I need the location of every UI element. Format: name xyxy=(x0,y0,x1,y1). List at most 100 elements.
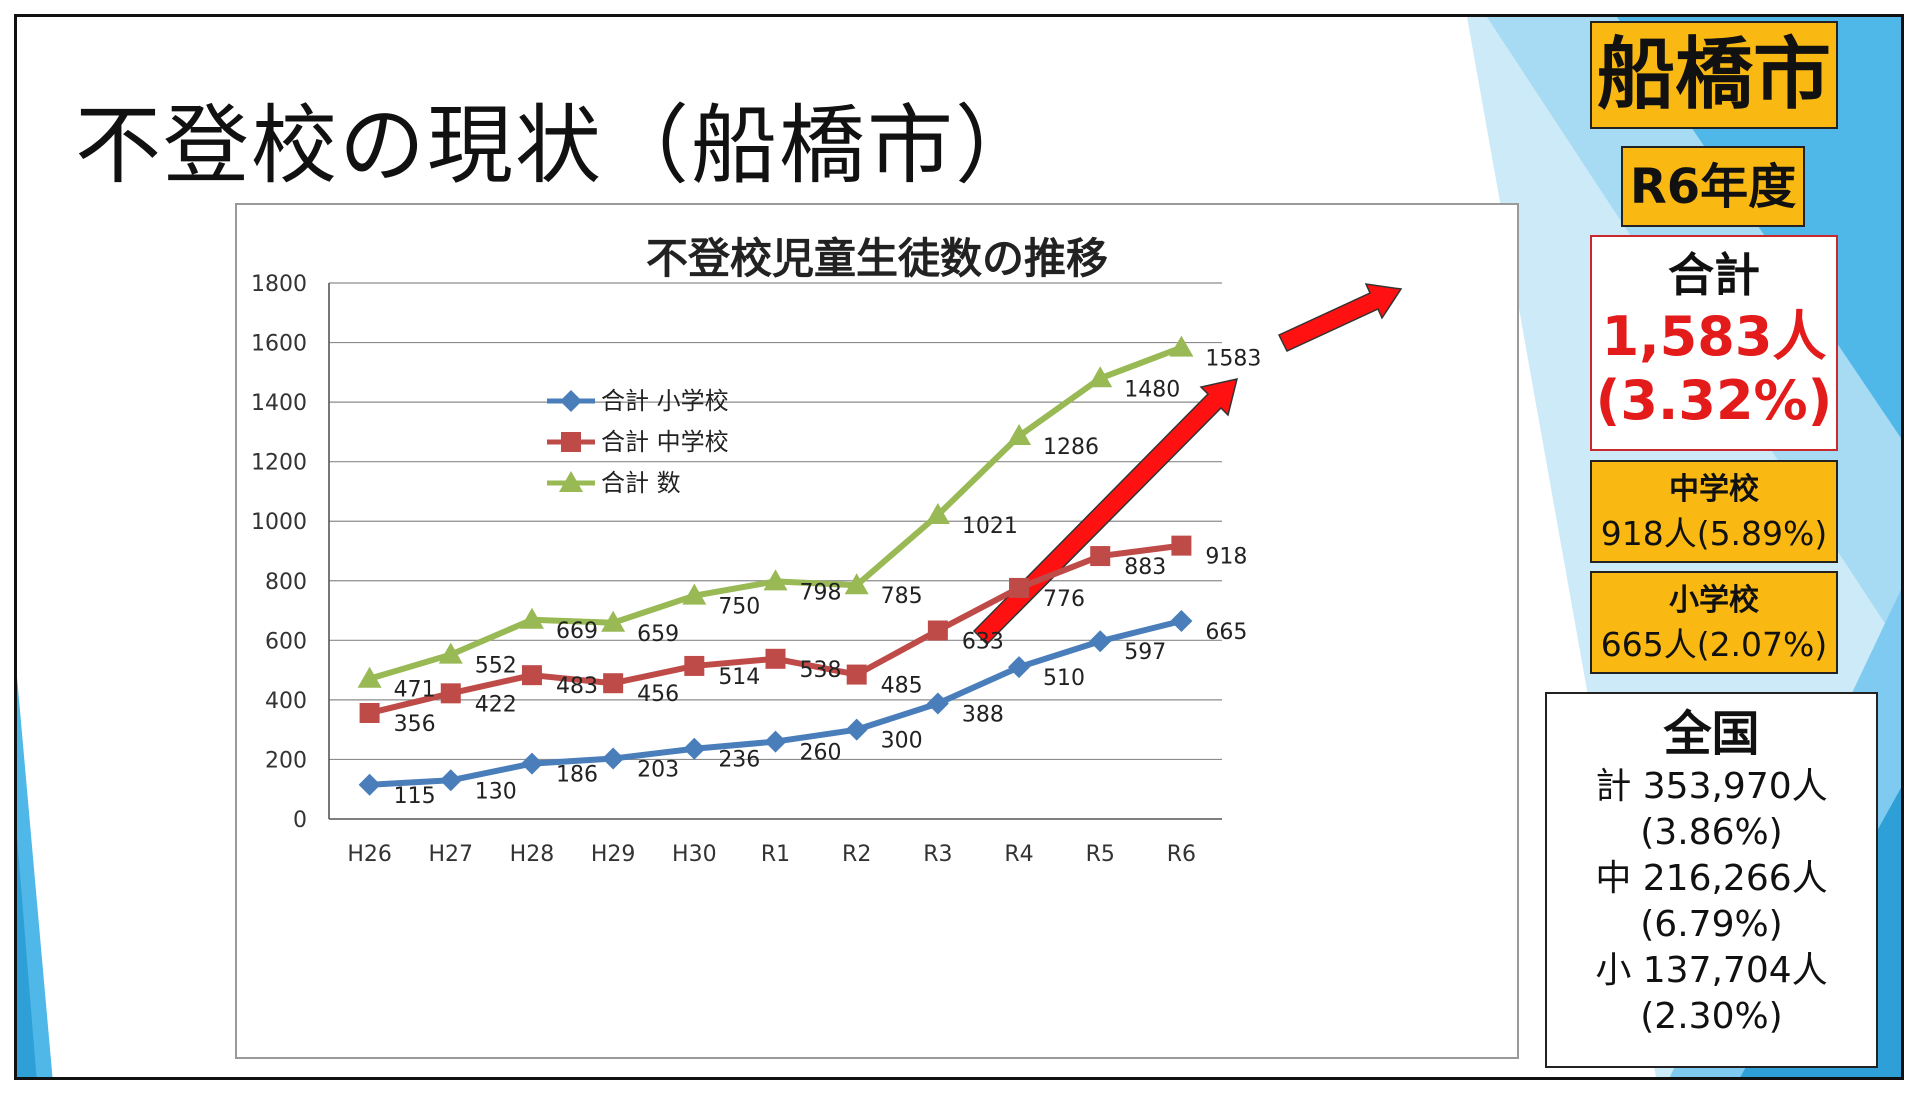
data-point xyxy=(438,642,463,664)
data-label: 514 xyxy=(718,665,760,690)
chart-title: 不登校児童生徒数の推移 xyxy=(646,234,1108,283)
y-tick-label: 1800 xyxy=(251,272,307,297)
axes: 0 200 400 600 800 1000 1200 1400 1600 1800 H26 H27 H… xyxy=(251,272,1196,867)
data-label: 633 xyxy=(962,630,1004,655)
national-elementary: 小 137,704人 xyxy=(1595,950,1828,991)
data-label: 776 xyxy=(1043,587,1085,612)
data-label: 471 xyxy=(394,678,436,703)
data-point xyxy=(519,607,544,629)
data-label: 1480 xyxy=(1124,377,1180,402)
data-point xyxy=(1009,577,1030,598)
data-label: 750 xyxy=(718,595,760,620)
x-tick-label: R1 xyxy=(761,842,790,867)
y-tick-label: 0 xyxy=(293,808,307,833)
elementary-box: 小学校 665人(2.07%) xyxy=(1590,571,1838,674)
data-point xyxy=(1169,335,1194,357)
total-rate: (3.32%) xyxy=(1595,369,1833,432)
city-total-box: 合計 1,583人 (3.32%) xyxy=(1590,235,1838,451)
y-tick-label: 200 xyxy=(265,748,307,773)
data-label: 552 xyxy=(475,654,517,679)
data-point xyxy=(602,747,625,770)
national-junior-high: 中 216,266人 xyxy=(1595,858,1828,899)
data-point xyxy=(763,569,788,591)
national-total-rate: (3.86%) xyxy=(1640,812,1783,853)
data-point xyxy=(359,702,380,723)
data-label: 538 xyxy=(800,658,842,683)
data-point xyxy=(1171,535,1192,556)
y-tick-label: 400 xyxy=(265,689,307,714)
data-point xyxy=(521,665,542,686)
y-tick-label: 1000 xyxy=(251,510,307,535)
slide: 不登校の現状（船橋市） 不登校児童生徒数の推移 0 200 400 600 800 100… xyxy=(14,14,1904,1080)
total-value: 1,583人 xyxy=(1601,305,1827,368)
data-label: 483 xyxy=(556,674,598,699)
x-tick-label: H28 xyxy=(510,842,555,867)
trend-arrow xyxy=(972,378,1239,646)
data-point xyxy=(1088,366,1113,388)
data-label: 883 xyxy=(1124,555,1166,580)
data-point xyxy=(357,666,382,688)
data-label: 510 xyxy=(1043,666,1085,691)
y-tick-label: 1200 xyxy=(251,451,307,476)
total-label: 合計 xyxy=(1668,248,1760,302)
x-tick-label: H29 xyxy=(591,842,636,867)
data-label: 597 xyxy=(1124,640,1166,665)
trend-arrows xyxy=(972,283,1403,646)
data-label: 1286 xyxy=(1043,435,1099,460)
national-title: 全国 xyxy=(1663,706,1760,762)
data-point xyxy=(684,655,705,676)
trend-arrow xyxy=(1277,283,1403,352)
data-point xyxy=(1089,630,1112,653)
data-label: 356 xyxy=(394,712,436,737)
data-point xyxy=(520,752,543,775)
data-point xyxy=(601,610,626,632)
data-label: 203 xyxy=(637,758,679,783)
legend-label: 合計 小学校 xyxy=(601,387,729,415)
data-point xyxy=(559,471,583,492)
data-point xyxy=(844,573,869,595)
data-point xyxy=(764,730,787,753)
data-label: 1021 xyxy=(962,514,1018,539)
data-point xyxy=(603,673,624,694)
data-point xyxy=(926,692,949,715)
data-point xyxy=(1008,656,1031,679)
slide-title: 不登校の現状（船橋市） xyxy=(75,96,1043,196)
data-label: 130 xyxy=(475,779,517,804)
data-label: 485 xyxy=(881,674,923,699)
y-tick-label: 1600 xyxy=(251,332,307,357)
data-label: 1583 xyxy=(1205,347,1261,372)
y-tick-label: 800 xyxy=(265,570,307,595)
data-point xyxy=(1170,609,1193,632)
data-point xyxy=(682,583,707,605)
national-stats-box: 全国 計 353,970人 (3.86%) 中 216,266人 (6.79%)… xyxy=(1545,692,1878,1068)
data-label: 115 xyxy=(394,784,436,809)
national-elementary-rate: (2.30%) xyxy=(1640,996,1783,1037)
data-point xyxy=(1090,546,1111,567)
legend-label: 合計 中学校 xyxy=(601,428,729,456)
junior-high-box: 中学校 918人(5.89%) xyxy=(1590,460,1838,563)
legend-label: 合計 数 xyxy=(601,469,681,497)
y-tick-label: 1400 xyxy=(251,391,307,416)
data-point xyxy=(925,502,950,524)
national-junior-high-rate: (6.79%) xyxy=(1640,904,1783,945)
elementary-label: 小学校 xyxy=(1669,583,1759,618)
junior-high-value: 918人(5.89%) xyxy=(1600,514,1828,553)
data-point xyxy=(765,648,786,669)
data-label: 918 xyxy=(1205,545,1247,570)
x-tick-label: H30 xyxy=(672,842,717,867)
elementary-value: 665人(2.07%) xyxy=(1600,625,1828,664)
x-tick-label: R4 xyxy=(1004,842,1033,867)
chart-frame: 不登校児童生徒数の推移 0 200 400 600 800 1000 1200 1400 160… xyxy=(235,203,1519,1059)
data-label: 422 xyxy=(475,692,517,717)
data-point xyxy=(560,390,582,412)
line-chart: 不登校児童生徒数の推移 0 200 400 600 800 1000 1200 1400 160… xyxy=(251,234,1403,867)
data-point xyxy=(561,432,581,452)
data-label: 388 xyxy=(962,702,1004,727)
national-total: 計 353,970人 xyxy=(1595,766,1828,807)
data-label: 669 xyxy=(556,619,598,644)
junior-high-label: 中学校 xyxy=(1669,472,1759,507)
x-tick-label: H26 xyxy=(347,842,392,867)
deco-shape xyxy=(17,837,37,1077)
data-point xyxy=(1007,424,1032,446)
x-tick-label: R2 xyxy=(842,842,871,867)
